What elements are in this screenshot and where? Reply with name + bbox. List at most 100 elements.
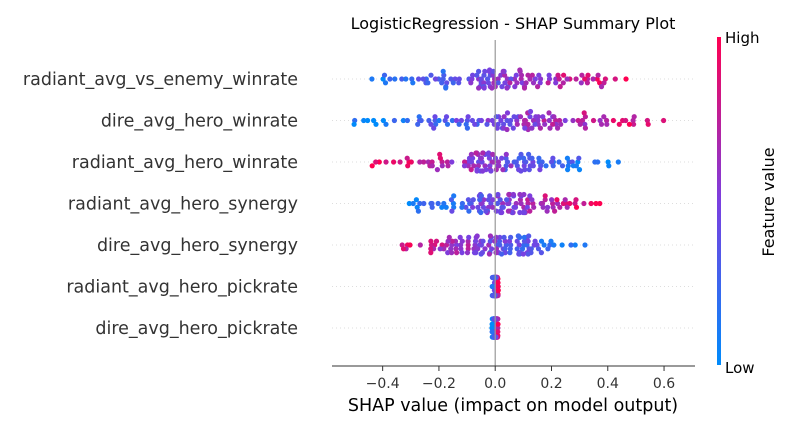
shap-point [496,238,503,244]
shap-point [486,150,492,156]
shap-point [464,250,471,256]
shap-point [479,250,485,256]
shap-point [413,197,419,203]
shap-point [506,191,512,198]
feature-label: radiant_avg_hero_synergy [68,195,298,215]
shap-point [579,117,586,124]
shap-point [536,72,542,78]
shap-point [595,72,601,78]
shap-point [490,72,496,78]
shap-point [582,76,588,82]
shap-point [504,126,510,133]
shap-point [521,85,528,91]
shap-point [524,204,530,210]
shap-point [429,163,435,169]
shap-point [536,155,542,161]
shap-point [480,238,486,244]
shap-point [441,200,447,207]
shap-point [520,209,526,216]
x-tick-label: −0.4 [366,376,400,392]
shap-point [521,234,528,240]
shap-point [491,316,497,322]
shap-point [615,159,621,165]
shap-point [404,117,410,124]
shap-point [531,204,537,210]
shap-point [584,80,591,86]
shap-point [567,200,573,207]
shap-point [533,114,539,120]
shap-point [495,287,501,293]
shap-point [530,80,537,86]
shap-point [491,274,497,281]
shap-point [542,197,548,203]
shap-point [540,114,546,120]
shap-point [546,110,552,116]
shap-point [570,163,577,169]
shap-point [431,125,437,131]
shap-point [497,234,503,240]
shap-point [421,200,427,207]
shap-point [517,114,524,120]
shap-point [465,114,471,120]
shap-point [484,121,490,127]
shap-point [369,163,375,169]
shap-point [480,204,487,210]
shap-point [493,250,499,256]
shap-point [482,246,488,252]
shap-point [525,251,531,257]
shap-point [465,197,471,203]
shap-point [626,121,633,127]
shap-point [559,242,565,248]
shap-point [537,167,543,173]
feature-label: dire_avg_hero_pickrate [95,319,298,339]
shap-point [468,151,474,157]
shap-point [612,76,618,82]
shap-point [541,242,547,248]
shap-point [585,72,591,78]
shap-point [420,76,426,82]
shap-point [416,114,422,120]
shap-point [542,121,548,127]
shap-point [428,238,434,244]
shap-point [382,80,389,86]
feature-label: dire_avg_hero_winrate [101,112,298,132]
shap-point [527,193,533,199]
shap-point [391,117,397,124]
shap-point [535,246,542,252]
shap-point [468,167,474,173]
shap-point [410,200,416,207]
shap-point [516,242,522,248]
shap-point [463,204,469,210]
shap-point [573,204,580,210]
shap-point [547,125,553,131]
shap-point [543,163,549,169]
shap-point [407,242,413,248]
shap-point [490,197,496,203]
colorbar-high-label: High [725,29,759,47]
shap-point [623,117,629,124]
shap-point [365,117,371,124]
shap-point [429,200,435,207]
shap-point [576,167,583,173]
shap-point [517,67,523,73]
shap-point [631,114,637,120]
shap-point [435,200,441,207]
shap-point [522,167,528,173]
shap-point [526,167,532,173]
shap-point [515,233,521,239]
shap-point [529,125,535,131]
shap-point [590,117,597,124]
shap-point [400,117,406,124]
shap-point [495,321,501,327]
shap-point [507,80,513,86]
shap-point [582,125,589,131]
shap-point [471,163,477,169]
shap-point [481,85,487,91]
shap-point [444,121,451,127]
shap-point [512,204,519,210]
feature-label: radiant_avg_vs_enemy_winrate [23,70,298,90]
shap-point [466,208,472,214]
shap-point [572,242,578,248]
shap-point [499,209,505,216]
shap-point [459,204,465,210]
